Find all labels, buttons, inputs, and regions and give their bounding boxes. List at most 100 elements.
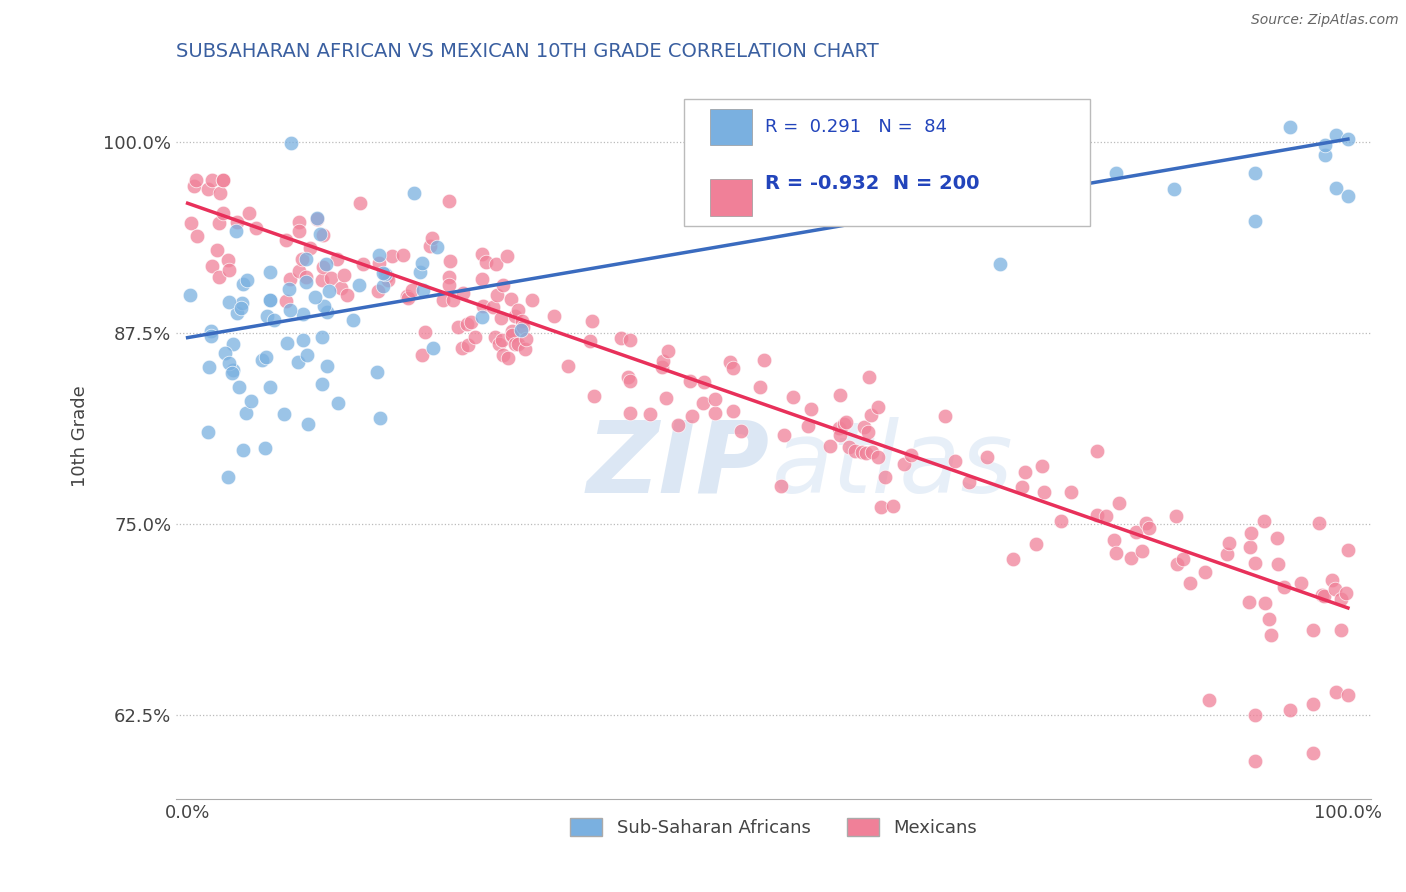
Point xyxy=(240,393,263,408)
FancyBboxPatch shape xyxy=(683,99,1090,226)
Point xyxy=(326,252,349,266)
Legend: Sub-Saharan Africans, Mexicans: Sub-Saharan Africans, Mexicans xyxy=(562,811,984,844)
Point xyxy=(464,329,486,343)
Point xyxy=(579,334,602,348)
Point xyxy=(420,231,443,245)
Point xyxy=(1244,707,1267,722)
Point xyxy=(373,266,395,280)
Point xyxy=(1173,551,1195,566)
Point xyxy=(1105,546,1128,560)
Text: R =  0.291   N =  84: R = 0.291 N = 84 xyxy=(765,119,948,136)
Point xyxy=(1330,623,1353,637)
Point xyxy=(273,407,295,421)
Point xyxy=(367,248,389,262)
Point xyxy=(870,500,893,515)
Point xyxy=(543,309,565,323)
Point xyxy=(501,327,523,342)
Point xyxy=(211,173,233,187)
Point xyxy=(1025,537,1047,551)
Point xyxy=(231,301,253,315)
Point xyxy=(209,186,232,200)
Point xyxy=(1265,531,1288,545)
Point xyxy=(401,283,423,297)
Point xyxy=(934,409,956,424)
Point xyxy=(295,269,318,284)
Point xyxy=(1302,623,1324,637)
Point xyxy=(426,240,449,254)
Point xyxy=(723,361,745,376)
Point xyxy=(800,402,823,417)
Point xyxy=(1244,754,1267,768)
Point xyxy=(1324,685,1347,699)
Point xyxy=(437,277,460,292)
Point xyxy=(232,277,254,292)
Point xyxy=(211,206,233,220)
Point xyxy=(201,259,224,273)
Point xyxy=(1046,120,1069,134)
Point xyxy=(274,233,297,247)
Point xyxy=(1031,459,1053,474)
Point xyxy=(666,417,689,432)
Point xyxy=(221,366,243,380)
Point xyxy=(349,277,371,292)
Point xyxy=(221,363,243,377)
Point xyxy=(510,323,533,337)
Point xyxy=(860,408,883,422)
Point xyxy=(183,178,205,193)
Point xyxy=(893,457,915,471)
Point xyxy=(1308,516,1330,531)
Point xyxy=(291,333,314,347)
Point xyxy=(1011,480,1033,494)
Point xyxy=(828,421,851,435)
Point xyxy=(336,288,359,302)
Point xyxy=(1322,574,1344,588)
Point xyxy=(1218,536,1240,550)
Point xyxy=(873,470,896,484)
Point xyxy=(315,257,337,271)
Point xyxy=(835,416,858,430)
Point xyxy=(508,337,530,351)
Point xyxy=(988,257,1011,271)
Point xyxy=(844,444,866,458)
Point xyxy=(1180,575,1202,590)
Point xyxy=(1014,465,1036,479)
Point xyxy=(368,411,391,425)
Point xyxy=(312,260,335,274)
Point xyxy=(679,374,702,388)
Point xyxy=(852,420,875,434)
Point xyxy=(456,317,478,331)
Point xyxy=(375,269,398,284)
Point xyxy=(503,336,526,351)
Point xyxy=(855,446,877,460)
Point xyxy=(1087,508,1109,522)
Point xyxy=(496,249,519,263)
Point xyxy=(295,348,318,362)
Point xyxy=(236,273,259,287)
Point xyxy=(860,444,883,458)
Point xyxy=(287,224,309,238)
Point xyxy=(295,252,318,267)
Point xyxy=(250,353,273,368)
Point xyxy=(276,335,298,350)
Point xyxy=(1313,147,1336,161)
Point xyxy=(471,247,494,261)
Point xyxy=(1240,525,1263,540)
Point xyxy=(218,356,240,370)
Point xyxy=(557,359,579,373)
Point xyxy=(1166,557,1188,571)
Point xyxy=(228,379,250,393)
Point xyxy=(582,389,605,403)
Point xyxy=(482,301,505,315)
Point xyxy=(499,292,522,306)
Point xyxy=(314,299,336,313)
Point xyxy=(581,314,603,328)
Point xyxy=(263,313,285,327)
Point xyxy=(232,442,254,457)
Point xyxy=(411,256,433,270)
Point xyxy=(769,478,792,492)
Point xyxy=(838,440,860,454)
Point xyxy=(1302,697,1324,711)
Point xyxy=(312,227,335,242)
Point xyxy=(782,390,804,404)
Point xyxy=(730,424,752,438)
